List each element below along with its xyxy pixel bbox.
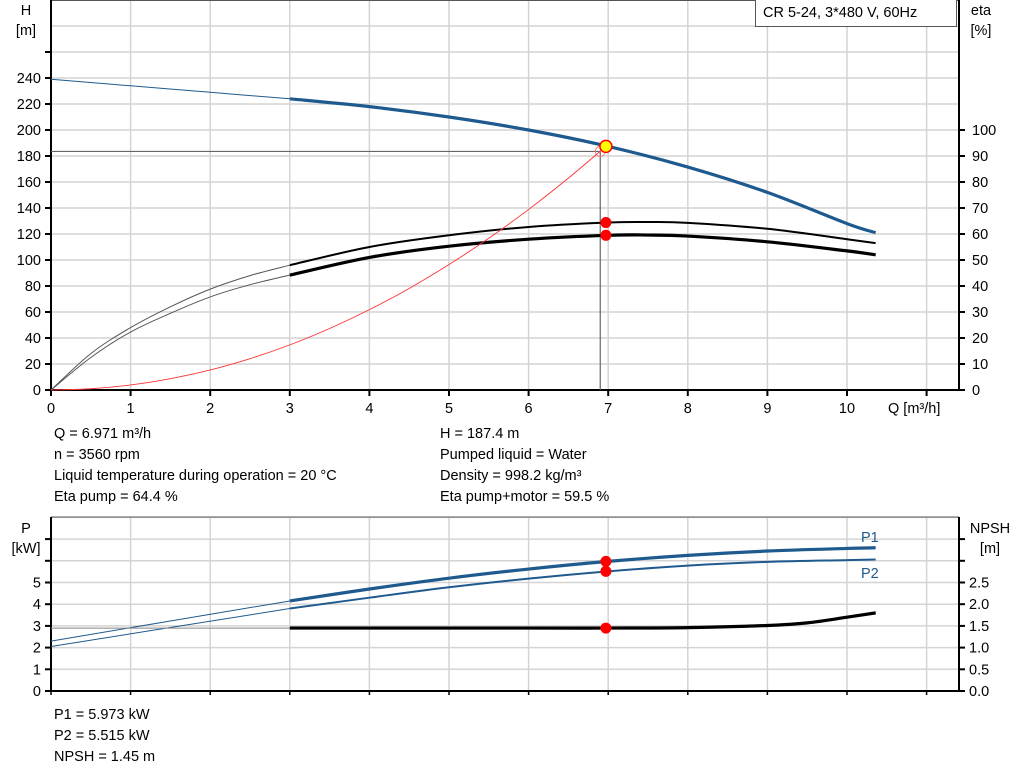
h-tick-label: 40 xyxy=(25,331,41,347)
npsh-operating-marker xyxy=(600,622,612,634)
q-axis-label: Q [m³/h] xyxy=(888,401,940,417)
h-tick-label: 160 xyxy=(17,175,41,191)
eta-tick-label: 50 xyxy=(972,253,988,269)
info-p1: P1 = 5.973 kW xyxy=(54,707,150,723)
p-tick-label: 1 xyxy=(33,662,41,678)
info-eta-pump: Eta pump = 64.4 % xyxy=(54,489,178,505)
h-tick-label: 180 xyxy=(17,149,41,165)
q-tick-label: 0 xyxy=(47,401,55,417)
eta_pump-curve xyxy=(289,220,876,267)
h-tick-label: 220 xyxy=(17,97,41,113)
q-tick-label: 3 xyxy=(286,401,294,417)
h-tick-label: 100 xyxy=(17,253,41,269)
h-operating-marker xyxy=(599,139,613,154)
h-tick-label: 240 xyxy=(17,71,41,87)
p-axis-unit: [kW] xyxy=(12,541,41,557)
info-liquid: Pumped liquid = Water xyxy=(440,447,587,463)
eta-tick-label: 90 xyxy=(972,149,988,165)
h-axis-unit: [m] xyxy=(16,23,36,39)
q-tick-label: 7 xyxy=(604,401,612,417)
q-tick-label: 2 xyxy=(206,401,214,417)
eta-pump-motor-operating-marker xyxy=(600,229,612,241)
q-tick-label: 6 xyxy=(525,401,533,417)
info-density: Density = 998.2 kg/m³ xyxy=(440,468,582,484)
npsh-tick-label: 1.0 xyxy=(969,641,989,657)
system-curve-line xyxy=(50,146,607,391)
info-bottom-block: P1 = 5.973 kW P2 = 5.515 kW NPSH = 1.45 … xyxy=(54,705,155,768)
q-tick-label: 4 xyxy=(365,401,373,417)
npsh-tick-label: 0.5 xyxy=(969,662,989,678)
h-axis-label: H xyxy=(21,3,31,19)
eta-tick-label: 70 xyxy=(972,201,988,217)
npsh-tick-label: 2.0 xyxy=(969,597,989,613)
h-tick-label: 0 xyxy=(33,383,41,399)
h-tick-label: 80 xyxy=(25,279,41,295)
info-right-block: H = 187.4 m Pumped liquid = Water Densit… xyxy=(440,424,609,508)
h-tick-label: 60 xyxy=(25,305,41,321)
q-tick-label: 5 xyxy=(445,401,453,417)
p2-operating-marker xyxy=(600,565,612,577)
npsh-tick-label: 2.5 xyxy=(969,576,989,592)
eta_pump_motor-curve xyxy=(289,233,876,277)
q-tick-label: 1 xyxy=(127,401,135,417)
eta-tick-label: 0 xyxy=(972,383,980,399)
p-tick-label: 2 xyxy=(33,641,41,657)
eta-axis-unit: [%] xyxy=(971,23,992,39)
eta-pump-operating-marker xyxy=(600,217,612,229)
eta-tick-label: 40 xyxy=(972,279,988,295)
p2-curve-label: P2 xyxy=(861,566,879,582)
info-h: H = 187.4 m xyxy=(440,426,520,442)
h-tick-label: 200 xyxy=(17,123,41,139)
npsh-axis-unit: [m] xyxy=(980,541,1000,557)
info-p2: P2 = 5.515 kW xyxy=(54,728,150,744)
eta-tick-label: 100 xyxy=(972,123,996,139)
H-curve-extrapolated xyxy=(50,78,290,100)
p-tick-label: 4 xyxy=(33,597,41,613)
p-tick-label: 0 xyxy=(33,684,41,700)
p1-operating-marker xyxy=(600,555,612,567)
npsh-tick-label: 0.0 xyxy=(969,684,989,700)
eta-tick-label: 10 xyxy=(972,357,988,373)
p-tick-label: 5 xyxy=(33,576,41,592)
eta-axis-label: eta xyxy=(971,3,992,19)
info-left-block: Q = 6.971 m³/h n = 3560 rpm Liquid tempe… xyxy=(54,424,337,508)
npsh-axis-label: NPSH xyxy=(970,521,1010,537)
info-eta-pump-motor: Eta pump+motor = 59.5 % xyxy=(440,489,610,505)
info-speed: n = 3560 rpm xyxy=(54,447,140,463)
info-liquid-temp: Liquid temperature during operation = 20… xyxy=(54,468,337,484)
info-q: Q = 6.971 m³/h xyxy=(54,426,152,442)
pump-title-legend: CR 5-24, 3*480 V, 60Hz xyxy=(755,0,957,27)
q-tick-label: 8 xyxy=(684,401,692,417)
P2-curve xyxy=(289,558,876,610)
q-tick-label: 10 xyxy=(839,401,855,417)
eta-tick-label: 30 xyxy=(972,305,988,321)
info-npsh: NPSH = 1.45 m xyxy=(54,749,156,765)
eta_pump_motor-curve-extrapolated xyxy=(50,274,290,391)
eta_pump-curve-extrapolated xyxy=(50,264,290,391)
npsh-tick-label: 1.5 xyxy=(969,619,989,635)
h-tick-label: 20 xyxy=(25,357,41,373)
eta-tick-label: 60 xyxy=(972,227,988,243)
NPSH-curve xyxy=(289,611,876,630)
eta-tick-label: 80 xyxy=(972,175,988,191)
h-tick-label: 140 xyxy=(17,201,41,217)
p-axis-label: P xyxy=(21,521,31,537)
P1-curve-extrapolated xyxy=(50,600,290,642)
P2-curve-extrapolated xyxy=(50,608,290,648)
h-tick-label: 120 xyxy=(17,227,41,243)
q-tick-label: 9 xyxy=(763,401,771,417)
eta-tick-label: 20 xyxy=(972,331,988,347)
p-tick-label: 3 xyxy=(33,619,41,635)
p1-curve-label: P1 xyxy=(861,530,879,546)
